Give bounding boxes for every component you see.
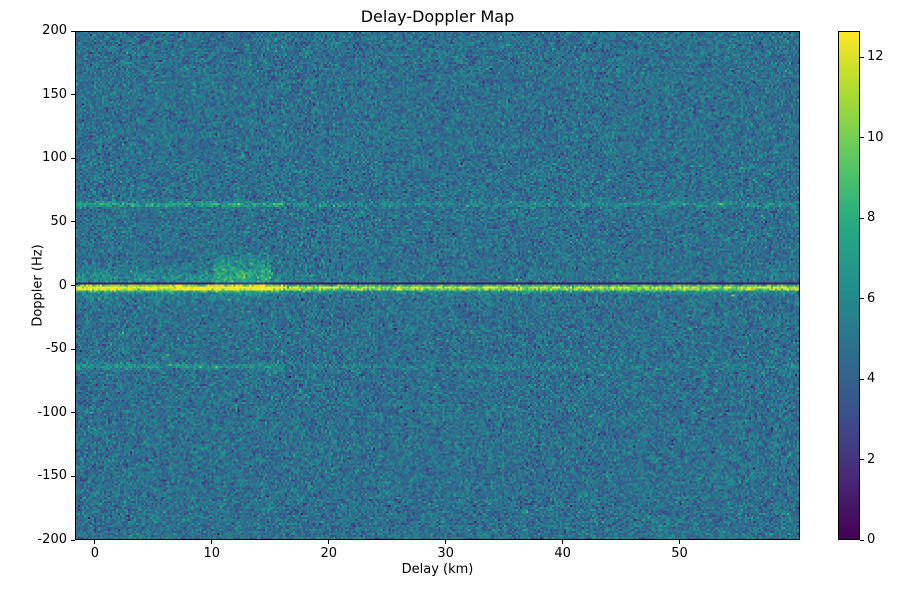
colorbar-tick bbox=[860, 539, 864, 541]
plot-area bbox=[75, 31, 800, 540]
y-tick bbox=[71, 348, 75, 350]
y-tick bbox=[71, 157, 75, 159]
y-tick bbox=[71, 30, 75, 32]
x-tick-label: 30 bbox=[437, 546, 454, 561]
x-tick bbox=[679, 540, 681, 544]
heatmap-canvas bbox=[76, 32, 799, 539]
colorbar-tick-label: 2 bbox=[867, 451, 876, 467]
y-tick-label: 150 bbox=[42, 86, 67, 102]
y-tick bbox=[71, 94, 75, 96]
colorbar bbox=[838, 31, 860, 540]
y-tick-label: -150 bbox=[37, 468, 67, 484]
colorbar-tick bbox=[860, 56, 864, 58]
colorbar-tick bbox=[860, 378, 864, 380]
colorbar-tick bbox=[860, 298, 864, 300]
y-tick-label: 100 bbox=[42, 150, 67, 166]
x-tick bbox=[445, 540, 447, 544]
colorbar-canvas bbox=[839, 32, 859, 539]
x-tick-label: 20 bbox=[320, 546, 338, 561]
colorbar-tick-label: 8 bbox=[867, 210, 876, 226]
y-tick-label: -200 bbox=[37, 532, 67, 547]
x-tick-label: 10 bbox=[203, 546, 221, 561]
y-tick-label: -100 bbox=[37, 404, 67, 420]
y-tick bbox=[71, 285, 75, 286]
colorbar-tick-label: 4 bbox=[867, 371, 876, 387]
colorbar-tick bbox=[860, 137, 864, 139]
colorbar-tick-label: 12 bbox=[867, 49, 884, 65]
y-tick bbox=[71, 475, 75, 477]
colorbar-tick-label: 0 bbox=[867, 532, 876, 547]
y-tick bbox=[71, 221, 75, 223]
chart-title: Delay-Doppler Map bbox=[360, 7, 515, 26]
y-tick bbox=[71, 539, 75, 541]
x-axis-label: Delay (km) bbox=[401, 562, 474, 577]
x-tick bbox=[562, 540, 564, 544]
y-tick bbox=[71, 412, 75, 414]
x-tick bbox=[328, 540, 330, 544]
y-tick-label: 0 bbox=[58, 277, 67, 293]
colorbar-tick-label: 6 bbox=[867, 290, 876, 306]
x-tick bbox=[94, 540, 96, 544]
colorbar-tick bbox=[860, 459, 864, 461]
colorbar-tick bbox=[860, 217, 864, 219]
y-tick-label: 50 bbox=[50, 213, 67, 229]
x-tick-label: 0 bbox=[90, 546, 100, 561]
colorbar-tick-label: 10 bbox=[867, 129, 884, 145]
x-tick-label: 40 bbox=[554, 546, 571, 561]
y-tick-label: -50 bbox=[45, 341, 67, 357]
y-tick-label: 200 bbox=[42, 23, 67, 38]
x-tick-label: 50 bbox=[671, 546, 688, 561]
x-tick bbox=[211, 540, 213, 544]
